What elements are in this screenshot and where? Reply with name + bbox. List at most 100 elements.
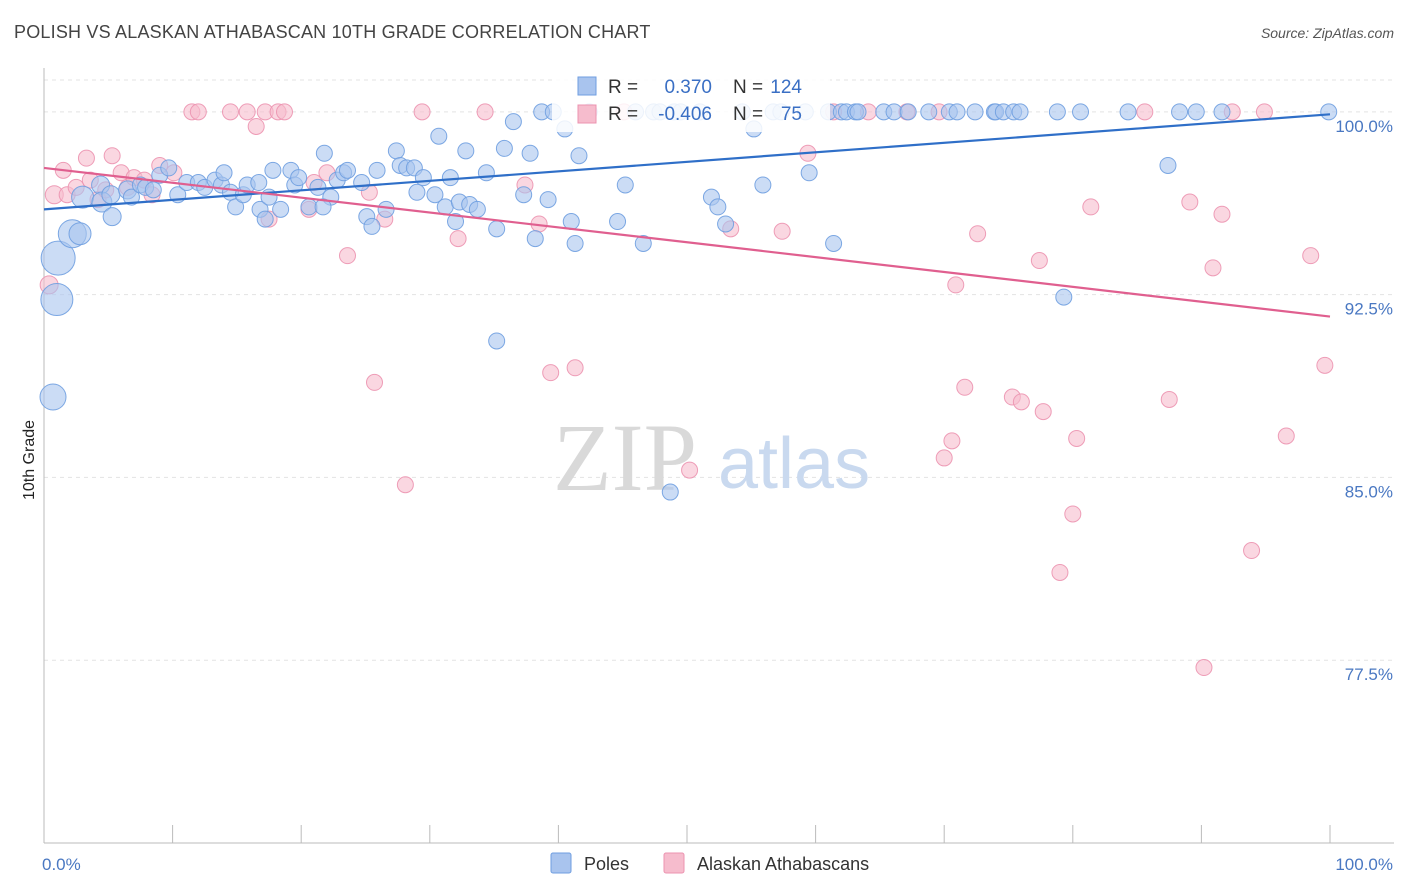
poles-r-value: 0.370: [664, 77, 712, 98]
alaskan-point-57: [1030, 252, 1048, 270]
alaskan-point-18: [189, 103, 207, 121]
chart-title: POLISH VS ALASKAN ATHABASCAN 10TH GRADE …: [14, 22, 651, 42]
y-tick-labels: 100.0% 92.5% 85.0% 77.5%: [1335, 117, 1393, 684]
alaskan-n-label: N =: [733, 104, 763, 125]
poles-point-123: [1055, 288, 1073, 306]
poles-point-53: [414, 169, 432, 187]
x-tick-label-1: 100.0%: [1335, 855, 1393, 874]
trend-lines: [43, 113, 1331, 318]
watermark: ZIP atlas: [553, 404, 870, 511]
poles-point-119: [1187, 103, 1205, 121]
poles-point-9: [102, 207, 122, 227]
poles-point-60: [457, 142, 475, 160]
poles-point-109: [966, 103, 984, 121]
x-tick-labels: 0.0% 100.0%: [42, 855, 1393, 874]
poles-point-78: [609, 213, 627, 231]
alaskan-point-34: [413, 103, 431, 121]
alaskan-point-36: [476, 103, 494, 121]
poles-point-124: [488, 332, 506, 350]
alaskan-legend-swatch: [577, 104, 597, 124]
poles-n-value: 124: [770, 77, 802, 98]
poles-point-46: [368, 161, 386, 179]
poles-point-58: [447, 213, 465, 231]
alaskan-point-9: [103, 147, 121, 165]
alaskan-point-33: [396, 476, 414, 494]
alaskan-point-63: [1160, 390, 1178, 408]
alaskan-point-39: [542, 364, 560, 382]
poles-point-75: [566, 234, 584, 252]
poles-point-31: [264, 161, 282, 179]
poles-point-96: [800, 164, 818, 182]
alaskan-point-20: [238, 103, 256, 121]
axes: [43, 68, 1394, 844]
poles-bottom-label: Poles: [584, 854, 629, 874]
alaskan-point-59: [1051, 563, 1069, 581]
alaskan-point-42: [681, 461, 699, 479]
alaskan-point-62: [1136, 103, 1154, 121]
poles-point-79: [616, 176, 634, 194]
stats-legend-box: [552, 70, 830, 132]
poles-point-36: [300, 198, 318, 216]
poles-point-4: [68, 222, 92, 246]
poles-point-52: [408, 183, 426, 201]
y-tick-label-3: 77.5%: [1345, 665, 1393, 684]
poles-point-11: [122, 188, 140, 206]
poles-n-label: N =: [733, 77, 763, 98]
alaskan-point-53: [956, 378, 974, 396]
poles-point-1: [40, 283, 74, 317]
alaskan-r-value: -0.406: [658, 104, 712, 125]
poles-point-32: [272, 200, 290, 218]
poles-point-48: [387, 142, 405, 160]
poles-point-16: [160, 159, 178, 177]
series-poles: [39, 103, 1338, 501]
alaskan-point-19: [221, 103, 239, 121]
poles-point-117: [1119, 103, 1137, 121]
poles-point-127: [250, 174, 268, 192]
alaskan-point-60: [1068, 429, 1086, 447]
poles-point-98: [825, 234, 843, 252]
poles-point-55: [430, 127, 448, 145]
alaskan-trend-line: [43, 166, 1331, 318]
y-tick-label-2: 85.0%: [1345, 482, 1393, 501]
poles-point-8: [101, 185, 121, 205]
y-tick-label-1: 92.5%: [1345, 300, 1393, 319]
poles-point-121: [1320, 103, 1338, 121]
poles-point-68: [521, 144, 539, 162]
alaskan-point-70: [1277, 427, 1295, 445]
alaskan-point-73: [1064, 505, 1082, 523]
poles-point-71: [539, 191, 557, 209]
poles-point-38: [315, 144, 333, 162]
alaskan-point-54: [969, 225, 987, 243]
poles-point-118: [1171, 103, 1189, 121]
alaskan-point-72: [1316, 356, 1334, 374]
alaskan-point-67: [1213, 205, 1231, 223]
y-axis-label: 10th Grade: [21, 420, 38, 500]
poles-point-125: [661, 483, 679, 501]
alaskan-point-64: [1181, 193, 1199, 211]
poles-point-14: [144, 181, 162, 199]
gridlines: [44, 79, 1394, 661]
alaskan-bottom-label: Alaskan Athabascans: [697, 854, 869, 874]
alaskan-point-21: [247, 117, 265, 135]
source-label: Source: ZipAtlas.com: [1261, 25, 1394, 41]
poles-point-23: [215, 164, 233, 182]
alaskan-point-51: [943, 432, 961, 450]
poles-point-104: [885, 103, 903, 121]
poles-point-66: [504, 113, 522, 131]
series-legend: Poles Alaskan Athabascans: [550, 852, 869, 874]
alaskan-point-35: [449, 230, 467, 248]
alaskan-point-69: [1255, 103, 1273, 121]
poles-point-116: [1072, 103, 1090, 121]
poles-point-54: [426, 186, 444, 204]
poles-point-114: [1011, 103, 1029, 121]
alaskan-bottom-swatch: [663, 852, 685, 874]
alaskan-r-label: R =: [608, 104, 638, 125]
poles-point-76: [570, 147, 588, 165]
alaskan-point-52: [947, 276, 965, 294]
poles-point-63: [477, 164, 495, 182]
poles-point-115: [1048, 103, 1066, 121]
poles-point-126: [314, 198, 332, 216]
poles-point-106: [920, 103, 938, 121]
alaskan-point-44: [773, 222, 791, 240]
